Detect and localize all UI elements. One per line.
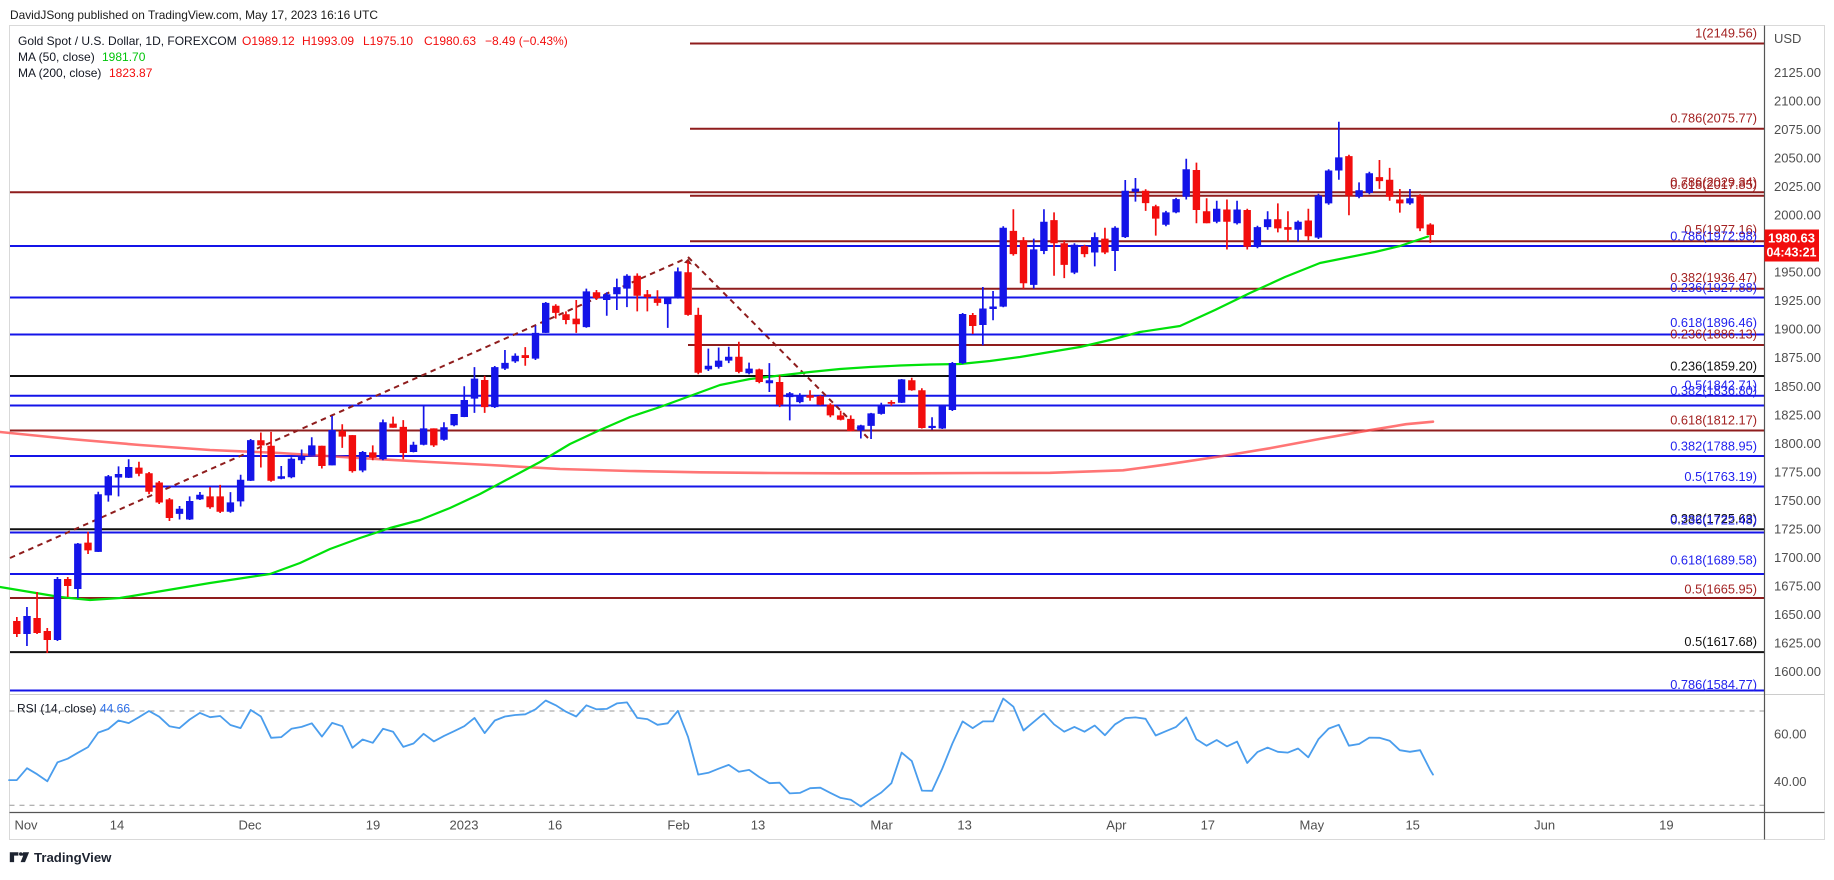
svg-text:04:43:21: 04:43:21 <box>1766 246 1816 260</box>
svg-text:0.618(1689.58): 0.618(1689.58) <box>1670 553 1757 568</box>
svg-text:0.786(1584.77): 0.786(1584.77) <box>1670 677 1757 692</box>
svg-text:1900.00: 1900.00 <box>1774 322 1821 337</box>
svg-text:0.5(1842.71): 0.5(1842.71) <box>1684 378 1757 393</box>
svg-text:1800.00: 1800.00 <box>1774 436 1821 451</box>
svg-text:2000.00: 2000.00 <box>1774 208 1821 223</box>
svg-text:1925.00: 1925.00 <box>1774 293 1821 308</box>
svg-text:1725.00: 1725.00 <box>1774 521 1821 536</box>
svg-text:0.382(1836.80): 0.382(1836.80) <box>1670 383 1757 398</box>
svg-text:DavidJSong published on Tradin: DavidJSong published on TradingView.com,… <box>10 8 378 22</box>
svg-text:1825.00: 1825.00 <box>1774 407 1821 422</box>
svg-text:2025.00: 2025.00 <box>1774 179 1821 194</box>
svg-text:2100.00: 2100.00 <box>1774 94 1821 109</box>
svg-text:13: 13 <box>751 818 765 833</box>
svg-text:0.236(1722.48): 0.236(1722.48) <box>1670 513 1757 528</box>
svg-text:0.382(1725.63): 0.382(1725.63) <box>1670 511 1757 526</box>
svg-text:0.786(2029.34): 0.786(2029.34) <box>1670 175 1757 190</box>
svg-text:May: May <box>1300 818 1325 833</box>
svg-text:0.5(1977.16): 0.5(1977.16) <box>1684 222 1757 237</box>
svg-text:0.5(1763.19): 0.5(1763.19) <box>1684 469 1757 484</box>
svg-text:1980.63: 1980.63 <box>1768 231 1815 246</box>
svg-text:13: 13 <box>957 818 971 833</box>
svg-text:Nov: Nov <box>14 818 38 833</box>
svg-text:Feb: Feb <box>667 818 689 833</box>
svg-text:0.236(1886.13): 0.236(1886.13) <box>1670 327 1757 342</box>
svg-text:0.5(1665.95): 0.5(1665.95) <box>1684 582 1757 597</box>
svg-text:2125.00: 2125.00 <box>1774 65 1821 80</box>
svg-text:0.382(1788.95): 0.382(1788.95) <box>1670 439 1757 454</box>
svg-text:0.618(2017.85): 0.618(2017.85) <box>1670 177 1757 192</box>
svg-text:2050.00: 2050.00 <box>1774 151 1821 166</box>
svg-text:40.00: 40.00 <box>1774 774 1807 789</box>
svg-text:1625.00: 1625.00 <box>1774 635 1821 650</box>
svg-text:1600.00: 1600.00 <box>1774 664 1821 679</box>
svg-text:1950.00: 1950.00 <box>1774 265 1821 280</box>
svg-text:1675.00: 1675.00 <box>1774 578 1821 593</box>
svg-text:MA (200, close) 1823.87: MA (200, close) 1823.87 <box>18 66 153 80</box>
svg-text:TradingView: TradingView <box>34 850 112 865</box>
svg-text:60.00: 60.00 <box>1774 726 1807 741</box>
svg-text:1700.00: 1700.00 <box>1774 550 1821 565</box>
svg-text:17: 17 <box>1201 818 1215 833</box>
svg-text:Apr: Apr <box>1106 818 1127 833</box>
svg-text:USD: USD <box>1774 31 1801 46</box>
svg-text:1(2149.56): 1(2149.56) <box>1695 26 1757 41</box>
svg-text:14: 14 <box>110 818 124 833</box>
svg-text:1775.00: 1775.00 <box>1774 464 1821 479</box>
svg-text:Jun: Jun <box>1534 818 1555 833</box>
svg-text:RSI (14, close) 44.66: RSI (14, close) 44.66 <box>17 702 130 716</box>
svg-text:0.786(2075.77): 0.786(2075.77) <box>1670 111 1757 126</box>
svg-text:0.618(1812.17): 0.618(1812.17) <box>1670 413 1757 428</box>
svg-text:MA (50, close) 1981.70: MA (50, close) 1981.70 <box>18 50 146 64</box>
svg-text:Mar: Mar <box>870 818 893 833</box>
svg-text:19: 19 <box>366 818 380 833</box>
svg-text:0.5(1617.68): 0.5(1617.68) <box>1684 634 1757 649</box>
svg-text:2023: 2023 <box>450 818 479 833</box>
svg-text:0.382(1936.47): 0.382(1936.47) <box>1670 270 1757 285</box>
svg-text:1850.00: 1850.00 <box>1774 379 1821 394</box>
svg-text:2075.00: 2075.00 <box>1774 122 1821 137</box>
svg-text:1650.00: 1650.00 <box>1774 607 1821 622</box>
svg-text:0.236(1927.88): 0.236(1927.88) <box>1670 280 1757 295</box>
svg-text:16: 16 <box>548 818 562 833</box>
svg-text:Gold Spot / U.S. Dollar, 1D, F: Gold Spot / U.S. Dollar, 1D, FOREXCOM O19… <box>18 34 568 48</box>
svg-text:19: 19 <box>1659 818 1673 833</box>
svg-text:1875.00: 1875.00 <box>1774 350 1821 365</box>
svg-text:0.236(1859.20): 0.236(1859.20) <box>1670 359 1757 374</box>
svg-text:1750.00: 1750.00 <box>1774 493 1821 508</box>
svg-text:Dec: Dec <box>238 818 262 833</box>
svg-text:0.618(1896.46): 0.618(1896.46) <box>1670 315 1757 330</box>
svg-text:15: 15 <box>1405 818 1419 833</box>
svg-text:0.786(1972.98): 0.786(1972.98) <box>1670 229 1757 244</box>
